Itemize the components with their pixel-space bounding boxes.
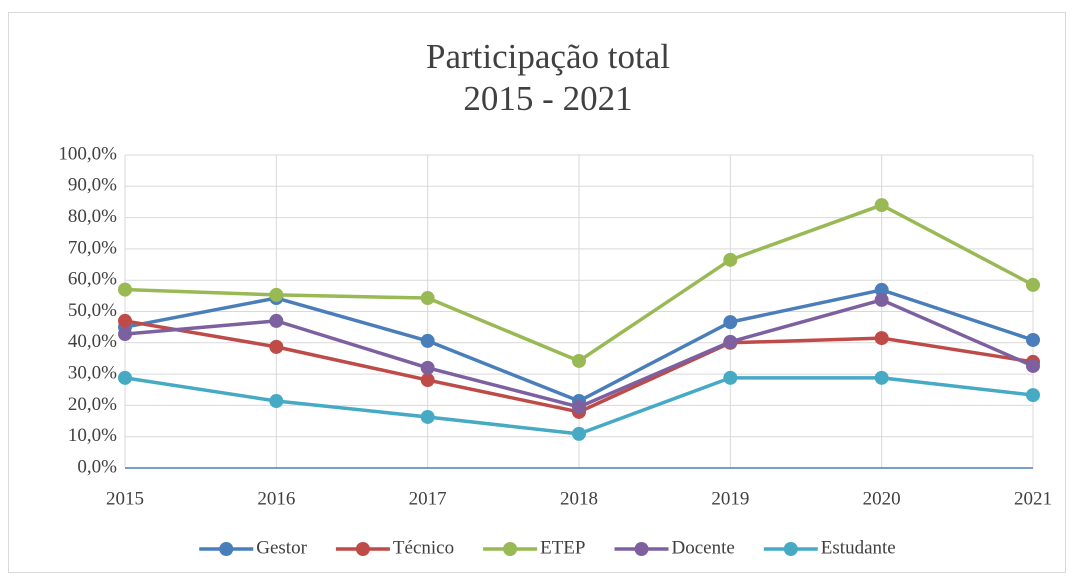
data-point bbox=[420, 409, 435, 424]
y-tick-label: 70,0% bbox=[68, 237, 117, 258]
legend-label: Docente bbox=[671, 537, 734, 558]
data-point bbox=[874, 292, 889, 307]
data-point bbox=[874, 331, 889, 346]
x-tick-label: 2015 bbox=[106, 488, 144, 509]
data-point bbox=[1026, 358, 1040, 373]
legend-label: Estudante bbox=[821, 537, 896, 558]
data-point bbox=[1026, 332, 1040, 347]
legend-swatch-marker bbox=[219, 542, 234, 556]
legend-swatch-marker bbox=[634, 542, 649, 556]
data-point bbox=[723, 315, 738, 330]
y-tick-label: 30,0% bbox=[68, 362, 117, 383]
x-tick-label: 2019 bbox=[711, 488, 749, 509]
legend-swatch-marker bbox=[783, 542, 798, 556]
data-point bbox=[723, 334, 738, 349]
data-point bbox=[572, 426, 586, 441]
legend-swatch-marker bbox=[503, 542, 518, 556]
y-tick-label: 90,0% bbox=[68, 175, 117, 196]
x-tick-label: 2018 bbox=[560, 488, 598, 509]
data-point bbox=[572, 353, 586, 368]
x-tick-label: 2016 bbox=[257, 488, 295, 509]
chart-title: Participação total bbox=[426, 37, 670, 76]
data-point bbox=[572, 399, 586, 414]
data-point bbox=[420, 291, 435, 306]
data-point bbox=[118, 313, 132, 328]
legend-label: Técnico bbox=[393, 537, 454, 558]
data-point bbox=[874, 282, 889, 297]
data-point bbox=[269, 287, 284, 302]
data-point bbox=[269, 339, 284, 354]
data-point bbox=[874, 370, 889, 385]
legend-swatch-marker bbox=[355, 542, 370, 556]
data-point bbox=[420, 373, 435, 388]
y-tick-label: 80,0% bbox=[68, 206, 117, 227]
data-point bbox=[118, 327, 132, 342]
data-point bbox=[1026, 277, 1040, 292]
data-point bbox=[269, 394, 284, 409]
chart-title: 2015 - 2021 bbox=[463, 79, 632, 118]
data-point bbox=[420, 333, 435, 348]
legend-label: Gestor bbox=[256, 537, 307, 558]
x-tick-label: 2021 bbox=[1014, 488, 1052, 509]
data-point bbox=[118, 370, 132, 385]
data-point bbox=[1026, 388, 1040, 403]
x-tick-label: 2017 bbox=[409, 488, 447, 509]
data-point bbox=[723, 370, 738, 385]
y-tick-label: 50,0% bbox=[68, 300, 117, 321]
y-tick-label: 40,0% bbox=[68, 331, 117, 352]
x-tick-label: 2020 bbox=[863, 488, 901, 509]
data-point bbox=[420, 360, 435, 375]
y-tick-label: 20,0% bbox=[68, 394, 117, 415]
y-tick-label: 10,0% bbox=[68, 425, 117, 446]
data-point bbox=[118, 282, 132, 297]
legend-label: ETEP bbox=[540, 537, 585, 558]
y-tick-label: 0,0% bbox=[77, 456, 117, 477]
data-point bbox=[269, 313, 284, 328]
data-point bbox=[874, 198, 889, 213]
y-tick-label: 100,0% bbox=[58, 143, 117, 164]
data-point bbox=[723, 252, 738, 267]
y-tick-label: 60,0% bbox=[68, 269, 117, 290]
